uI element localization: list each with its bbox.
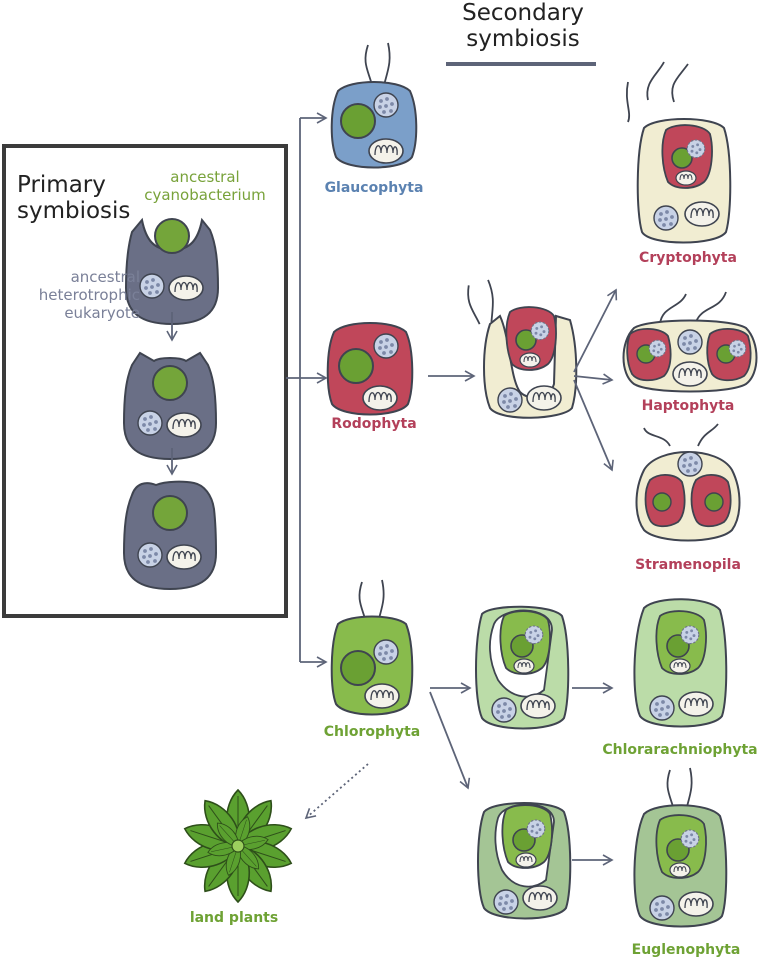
cryptophyta-label: Cryptophyta xyxy=(639,250,737,266)
land-plant-icon xyxy=(180,789,296,903)
host-cell-engulfing xyxy=(124,217,220,326)
secondary-title-line1: Secondary xyxy=(462,0,584,26)
haptophyta-label: Haptophyta xyxy=(641,398,735,414)
euglenophyta-label: Euglenophyta xyxy=(631,942,741,958)
red-secondary-intermediate xyxy=(464,278,578,419)
chlorarachniophyta-label: Chlorarachniophyta xyxy=(602,742,758,758)
cryptophyta-cell xyxy=(625,61,732,244)
cyanobacterium-label: ancestral cyanobacterium xyxy=(130,168,280,204)
chlorarachnio-intermediate xyxy=(475,605,570,730)
arrow-to-land-plants xyxy=(304,763,369,820)
primary-box xyxy=(2,144,288,618)
rodophyta-cell xyxy=(326,322,414,416)
arrow-to-cryptophyta xyxy=(573,288,618,373)
host-cell-3 xyxy=(122,480,218,591)
branch-tree xyxy=(286,118,301,662)
arrow-green-secondary-2 xyxy=(429,691,471,790)
primary-title-line1: Primary xyxy=(17,172,106,198)
secondary-symbiosis-title: Secondary symbiosis xyxy=(428,0,618,52)
chlorophyta-cell xyxy=(330,579,414,716)
host-line1: ancestral xyxy=(70,268,140,286)
primary-title-line2: symbiosis xyxy=(17,198,131,224)
host-cell-2 xyxy=(124,353,216,459)
stramenopila-label: Stramenopila xyxy=(635,557,741,573)
arrow-to-stramenopila xyxy=(573,379,614,472)
host-line2: heterotrophic xyxy=(38,286,140,304)
rodophyta-label: Rodophyta xyxy=(331,416,417,432)
secondary-title-line2: symbiosis xyxy=(466,26,580,52)
land-plants-label: land plants xyxy=(189,910,279,926)
host-eukaryote-label: ancestral heterotrophic eukaryote xyxy=(10,268,140,322)
haptophyta-cell xyxy=(622,291,758,393)
stramenopila-cell xyxy=(635,423,741,542)
euglena-intermediate xyxy=(477,802,572,920)
host-line3: eukaryote xyxy=(64,304,140,322)
euglenophyta-cell xyxy=(633,767,728,928)
glaucophyta-cell xyxy=(330,42,418,169)
cyano-line2: cyanobacterium xyxy=(144,186,266,204)
arrow-to-haptophyta xyxy=(573,373,614,385)
chlorophyta-label: Chlorophyta xyxy=(323,724,421,740)
glaucophyta-label: Glaucophyta xyxy=(324,180,424,196)
cyano-line1: ancestral xyxy=(170,168,240,186)
primary-symbiosis-title: Primary symbiosis xyxy=(17,172,130,224)
chlorarachniophyta-cell xyxy=(633,598,728,728)
